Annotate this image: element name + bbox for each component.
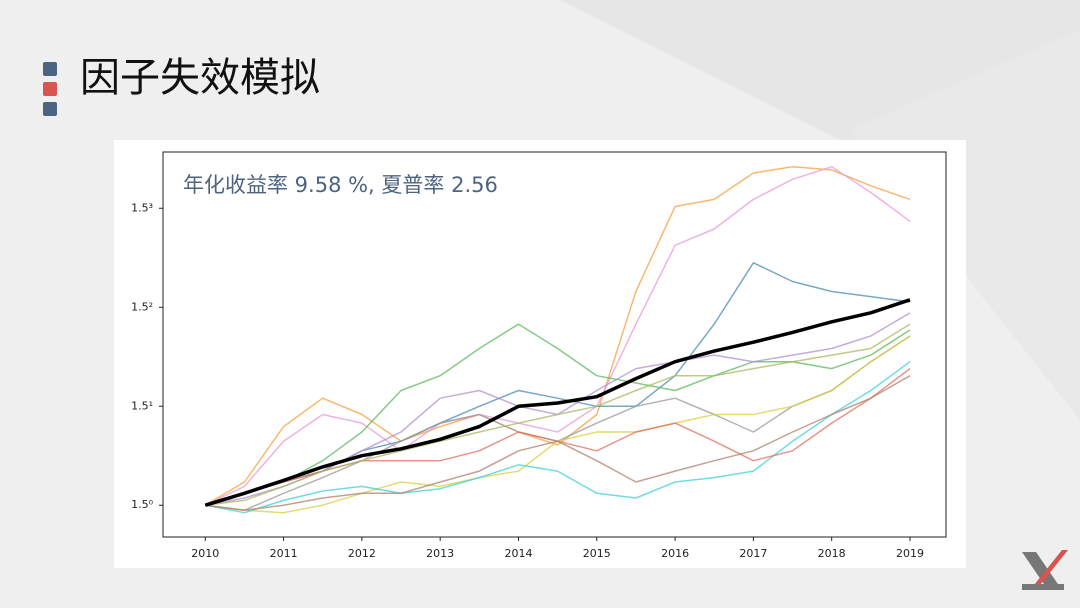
bullet <box>43 102 57 116</box>
series-line <box>205 375 911 511</box>
x-tick-label: 2017 <box>739 547 767 560</box>
series-line <box>205 323 911 506</box>
y-tick-label: 1.5⁰ <box>131 498 153 511</box>
x-tick-label: 2015 <box>583 547 611 560</box>
series-line <box>204 298 911 507</box>
series-line <box>204 166 911 506</box>
y-tick-label: 1.5² <box>131 300 153 313</box>
x-tick-label: 2010 <box>191 547 219 560</box>
plot-frame <box>162 151 947 538</box>
x-tick-label: 2014 <box>504 547 532 560</box>
logo <box>1022 550 1068 590</box>
x-tick-label: 2012 <box>348 547 376 560</box>
series-line <box>205 361 911 514</box>
bullet <box>43 82 57 96</box>
x-tick-label: 2016 <box>661 547 689 560</box>
x-tick-label: 2019 <box>896 547 924 560</box>
y-tick-label: 1.5¹ <box>131 399 153 412</box>
x-tick-label: 2011 <box>270 547 298 560</box>
slide-title: 因子失效模拟 <box>80 55 320 101</box>
series-line <box>204 166 911 506</box>
x-tick-label: 2013 <box>426 547 454 560</box>
annotation: 年化收益率 9.58 %, 夏普率 2.56 <box>183 173 498 197</box>
bullet <box>43 62 57 76</box>
plot: 1.5⁰ 1.5¹ 1.5² 1.5³ 2010 2011 2012 2013 2014 2015… <box>131 166 924 560</box>
y-tick-label: 1.5³ <box>131 201 153 214</box>
x-tick-label: 2018 <box>818 547 846 560</box>
